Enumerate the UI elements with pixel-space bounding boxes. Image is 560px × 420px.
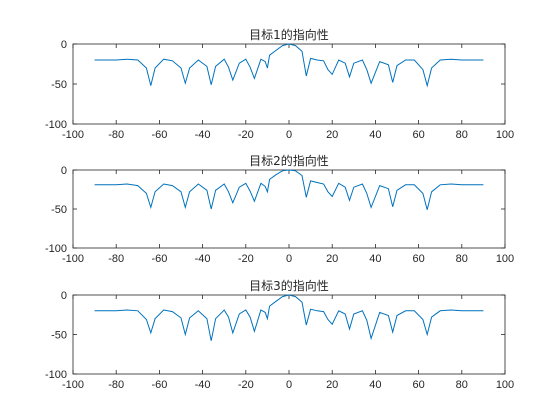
- x-tick-label: 80: [456, 379, 468, 391]
- y-tick-label: 0: [61, 39, 67, 51]
- x-tick-label: 60: [412, 253, 424, 265]
- series-line-1: [94, 43, 484, 88]
- y-tick-label: 0: [61, 290, 67, 302]
- x-tick-label: -60: [151, 129, 167, 141]
- y-tick-label: -50: [51, 79, 67, 91]
- x-tick-label: 80: [456, 129, 468, 141]
- x-tick-label: 100: [496, 379, 514, 391]
- x-tick-label: 0: [286, 379, 292, 391]
- y-tick-label: -50: [51, 330, 67, 342]
- x-tick-label: -40: [195, 253, 211, 265]
- x-tick-label: 100: [496, 253, 514, 265]
- x-tick-label: -40: [195, 129, 211, 141]
- x-tick-label: 40: [369, 129, 381, 141]
- x-tick-label: -80: [108, 379, 124, 391]
- x-tick-label: 80: [456, 253, 468, 265]
- series-line-1: [94, 169, 484, 210]
- subplot-2: 目标2的指向性 -100 -80 -60 -40 -20 0 20 40 60 80 100 0 -50 -…: [45, 153, 514, 265]
- subplot-1: 目标1的指向性 -100 -80 -60 -40 -20 0 20 40 60 80 100 0 -50 -…: [45, 27, 514, 141]
- subplot-3: 目标3的指向性 -100 -80 -60 -40 -20 0 20 40 60 80 100 0 -50 -…: [45, 278, 514, 391]
- x-tick-label: 40: [369, 253, 381, 265]
- chart-title: 目标2的指向性: [249, 153, 329, 168]
- x-tick-label: 20: [326, 379, 338, 391]
- y-tick-label: -100: [45, 243, 67, 255]
- x-tick-label: -20: [238, 379, 254, 391]
- axes-box: [72, 43, 506, 125]
- x-tick-label: -80: [108, 129, 124, 141]
- x-tick-label: 20: [326, 129, 338, 141]
- x-tick-label: 60: [412, 129, 424, 141]
- x-tick-label: 40: [369, 379, 381, 391]
- x-tick-label: -40: [195, 379, 211, 391]
- y-tick-label: -50: [51, 204, 67, 216]
- y-tick-label: -100: [45, 119, 67, 131]
- x-tick-label: -100: [62, 129, 84, 141]
- chart-title: 目标1的指向性: [249, 27, 329, 42]
- x-tick-label: -20: [238, 253, 254, 265]
- axes-box: [72, 294, 506, 375]
- x-tick-label: 100: [496, 129, 514, 141]
- x-tick-label: 20: [326, 253, 338, 265]
- y-tick-label: 0: [61, 165, 67, 177]
- axes-box: [72, 169, 506, 249]
- chart-title: 目标3的指向性: [249, 278, 329, 293]
- y-tick-label: -100: [45, 369, 67, 381]
- x-tick-label: 0: [286, 253, 292, 265]
- series-line-1: [94, 294, 484, 341]
- x-tick-label: 0: [286, 129, 292, 141]
- x-tick-label: -60: [151, 253, 167, 265]
- x-tick-label: -60: [151, 379, 167, 391]
- x-tick-label: -100: [62, 253, 84, 265]
- x-tick-label: 60: [412, 379, 424, 391]
- x-tick-label: -20: [238, 129, 254, 141]
- x-tick-label: -80: [108, 253, 124, 265]
- x-tick-label: -100: [62, 379, 84, 391]
